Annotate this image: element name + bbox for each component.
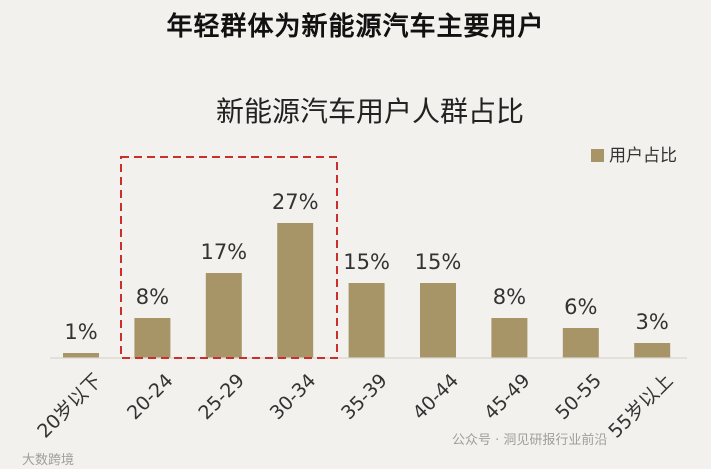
x-tick-label-40-44: 40-44 [409, 370, 464, 425]
x-tick-label-25-29: 25-29 [194, 370, 249, 425]
bar-20-24 [134, 318, 171, 358]
bar-55岁以上 [634, 343, 671, 358]
watermark-left: 大数跨境 [22, 453, 75, 468]
value-label-30-34: 27% [272, 190, 319, 214]
bar-35-39 [348, 283, 385, 358]
value-label-50-55: 6% [564, 295, 597, 319]
bar-20岁以下 [63, 353, 99, 358]
x-tick-label-30-34: 30-34 [266, 370, 321, 425]
bar-40-44 [420, 283, 456, 358]
bar-50-55 [562, 328, 599, 358]
value-label-35-39: 15% [343, 250, 390, 274]
x-tick-label-45-49: 45-49 [480, 370, 535, 425]
value-labels-group: 1% 8% 17% 27% 15% 15% 8% 6% 3% [64, 190, 669, 344]
value-label-20-24: 8% [136, 285, 169, 309]
x-tick-label-50-55: 50-55 [551, 370, 606, 425]
page-title: 年轻群体为新能源汽车主要用户 [166, 12, 545, 42]
value-label-40-44: 15% [415, 250, 462, 274]
highlight-box [120, 156, 338, 359]
value-label-25-29: 17% [200, 240, 247, 264]
chart-title: 新能源汽车用户人群占比 [216, 95, 524, 128]
bar-45-49 [491, 318, 528, 358]
x-tick-label-20岁以下: 20岁以下 [33, 370, 106, 443]
legend: 用户占比 [591, 146, 677, 166]
legend-swatch [591, 149, 604, 162]
x-tick-label-35-39: 35-39 [337, 370, 392, 425]
value-label-45-49: 8% [493, 285, 526, 309]
value-label-20岁以下: 1% [64, 320, 97, 344]
x-tick-label-20-24: 20-24 [123, 370, 178, 425]
bars-group [63, 223, 671, 358]
legend-label: 用户占比 [609, 146, 677, 166]
x-tick-label-55岁以上: 55岁以上 [604, 370, 677, 443]
bar-30-34 [277, 223, 314, 358]
value-label-55岁以上: 3% [636, 310, 669, 334]
watermark-right: 公众号 · 洞见研报行业前沿 [452, 433, 608, 448]
bar-25-29 [205, 273, 242, 358]
